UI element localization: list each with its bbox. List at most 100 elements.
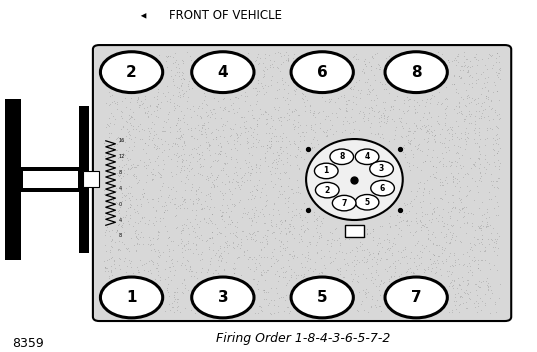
Point [373, 297, 382, 303]
Point [454, 262, 463, 267]
Point [385, 90, 394, 96]
Point [313, 223, 321, 228]
Point [454, 143, 462, 149]
Point [277, 294, 286, 300]
FancyBboxPatch shape [93, 45, 511, 321]
Point [472, 287, 481, 293]
Circle shape [370, 161, 394, 177]
Point [477, 101, 486, 106]
Point [132, 248, 140, 253]
Point [464, 69, 473, 75]
Point [139, 193, 147, 199]
Point [492, 125, 501, 130]
Point [333, 268, 342, 273]
Point [371, 52, 379, 57]
Point [356, 239, 365, 244]
Point [116, 178, 125, 184]
Point [414, 141, 423, 147]
Point [306, 140, 315, 145]
Point [246, 170, 255, 176]
Point [284, 209, 292, 215]
Point [225, 186, 234, 191]
Point [139, 127, 148, 132]
Point [282, 150, 291, 156]
Point [347, 86, 355, 92]
Point [443, 96, 452, 102]
Point [132, 164, 141, 170]
Point [222, 240, 230, 245]
Point [136, 257, 145, 263]
Point [182, 222, 191, 227]
Point [142, 162, 150, 168]
Point [206, 114, 214, 120]
Point [127, 95, 135, 101]
Point [270, 104, 278, 109]
Point [483, 287, 492, 292]
Point [321, 134, 330, 139]
Point [454, 51, 462, 56]
Point [247, 125, 256, 131]
Point [144, 162, 153, 168]
Point [299, 222, 307, 228]
Point [492, 88, 501, 94]
Point [418, 243, 427, 248]
Point [118, 109, 126, 115]
Point [425, 257, 434, 262]
Point [321, 265, 329, 271]
Point [389, 235, 398, 241]
Point [374, 61, 382, 67]
Point [253, 278, 262, 284]
Point [463, 291, 472, 296]
Point [437, 195, 446, 201]
Point [293, 163, 301, 168]
Point [411, 128, 420, 134]
Point [255, 253, 264, 258]
Point [459, 174, 468, 180]
Point [261, 155, 270, 160]
Point [470, 242, 479, 247]
Point [194, 144, 203, 149]
Point [147, 271, 155, 276]
Point [250, 195, 258, 201]
Point [299, 99, 308, 105]
Point [123, 119, 132, 125]
Point [211, 267, 220, 273]
Point [375, 66, 384, 72]
Point [179, 243, 188, 249]
Point [127, 202, 135, 208]
Point [127, 122, 135, 128]
Point [462, 125, 470, 131]
Point [192, 196, 201, 201]
Point [228, 220, 236, 225]
Point [116, 204, 125, 209]
Point [466, 264, 474, 269]
Point [481, 75, 490, 81]
Point [176, 137, 184, 142]
Point [354, 127, 363, 133]
Point [156, 187, 164, 193]
Point [159, 90, 168, 96]
Point [401, 270, 410, 275]
Point [165, 265, 173, 270]
Point [229, 176, 237, 182]
Point [429, 127, 438, 133]
Point [179, 93, 187, 99]
Point [163, 287, 172, 293]
Point [343, 260, 351, 266]
Point [308, 112, 317, 118]
Point [496, 67, 505, 73]
Point [358, 257, 366, 263]
Point [186, 219, 194, 225]
Point [409, 98, 418, 103]
Point [409, 232, 418, 237]
Point [195, 156, 204, 162]
Point [346, 114, 355, 120]
Point [470, 163, 478, 168]
Point [490, 194, 499, 199]
Point [462, 170, 471, 175]
Point [105, 124, 113, 129]
Point [107, 197, 115, 203]
Point [482, 93, 490, 99]
Point [105, 250, 114, 255]
Point [416, 117, 424, 122]
